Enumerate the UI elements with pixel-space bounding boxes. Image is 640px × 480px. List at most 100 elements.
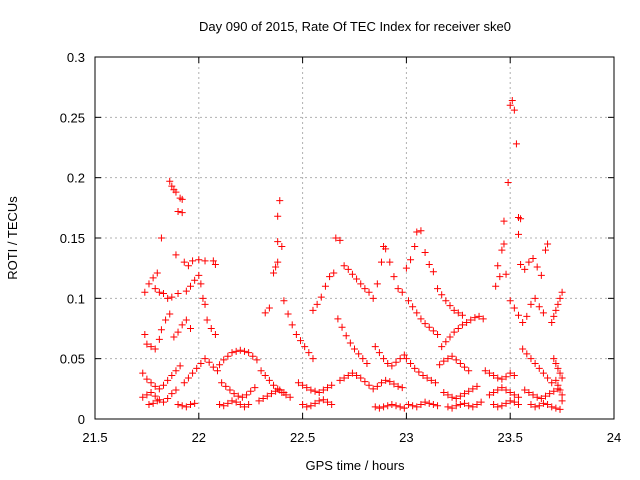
data-point [319, 396, 327, 404]
data-point [382, 376, 390, 384]
data-point [174, 328, 182, 336]
data-point [444, 391, 452, 399]
data-point [452, 402, 460, 410]
data-point [353, 275, 361, 283]
data-point [218, 379, 226, 387]
data-point [515, 311, 523, 319]
data-point [527, 300, 535, 308]
data-point [456, 392, 464, 400]
data-point [502, 373, 510, 381]
x-tick-label: 24 [607, 430, 621, 445]
data-point [556, 369, 564, 377]
data-point [421, 320, 429, 328]
data-point [421, 398, 429, 406]
data-point [230, 390, 238, 398]
data-point [554, 300, 562, 308]
data-point [317, 293, 325, 301]
data-point [305, 349, 313, 357]
data-point [139, 393, 147, 401]
data-point [504, 178, 512, 186]
data-point [180, 258, 188, 266]
x-tick-label: 23 [399, 430, 413, 445]
data-point [533, 263, 541, 271]
data-point [485, 369, 493, 377]
data-point [506, 297, 514, 305]
data-point [141, 331, 149, 339]
data-point [348, 270, 356, 278]
data-point [199, 294, 207, 302]
data-point [149, 274, 157, 282]
data-point [392, 358, 400, 366]
data-point [448, 352, 456, 360]
data-point [388, 401, 396, 409]
data-point [328, 381, 336, 389]
data-point [307, 386, 315, 394]
data-point [270, 269, 278, 277]
data-point [189, 369, 197, 377]
data-point [380, 355, 388, 363]
data-point [498, 246, 506, 254]
data-point [157, 326, 165, 334]
data-point [515, 230, 523, 238]
data-point [240, 403, 248, 411]
data-point [195, 256, 203, 264]
data-point [353, 372, 361, 380]
data-point [382, 245, 390, 253]
data-point [494, 403, 502, 411]
data-point [288, 321, 296, 329]
data-point [145, 401, 153, 409]
data-point [211, 261, 219, 269]
data-point [388, 362, 396, 370]
data-point [332, 234, 340, 242]
data-point [292, 331, 300, 339]
data-point [151, 392, 159, 400]
data-point [531, 294, 539, 302]
data-point [427, 376, 435, 384]
data-point [377, 258, 385, 266]
data-point [182, 403, 190, 411]
data-point [448, 393, 456, 401]
data-point [361, 285, 369, 293]
data-point [440, 388, 448, 396]
data-point [558, 288, 566, 296]
data-point [519, 345, 527, 353]
data-point [419, 372, 427, 380]
data-point [404, 297, 412, 305]
data-point [297, 337, 305, 345]
data-point [178, 321, 186, 329]
data-point [396, 403, 404, 411]
data-point [168, 293, 176, 301]
data-point [407, 359, 415, 367]
data-point [448, 404, 456, 412]
data-point [164, 394, 172, 402]
data-point [411, 364, 419, 372]
data-point [398, 384, 406, 392]
data-point [143, 391, 151, 399]
data-point [498, 375, 506, 383]
y-tick-label: 0.15 [60, 231, 85, 246]
data-point [157, 234, 165, 242]
data-point [355, 350, 363, 358]
data-point [461, 390, 469, 398]
data-point [552, 376, 560, 384]
data-point [423, 374, 431, 382]
data-point [197, 280, 205, 288]
data-point [373, 280, 381, 288]
data-point [315, 397, 323, 405]
y-tick-label: 0.3 [67, 50, 85, 65]
data-point [186, 325, 194, 332]
data-point [434, 402, 442, 410]
data-point [294, 379, 302, 387]
data-point [178, 402, 186, 410]
data-point [490, 372, 498, 380]
data-point [334, 315, 342, 323]
data-point [240, 347, 248, 355]
data-point [238, 393, 246, 401]
data-point [143, 340, 151, 348]
data-point [147, 343, 155, 351]
data-point [359, 355, 367, 363]
data-point [284, 310, 292, 318]
data-point [166, 177, 174, 185]
data-point [182, 287, 190, 295]
